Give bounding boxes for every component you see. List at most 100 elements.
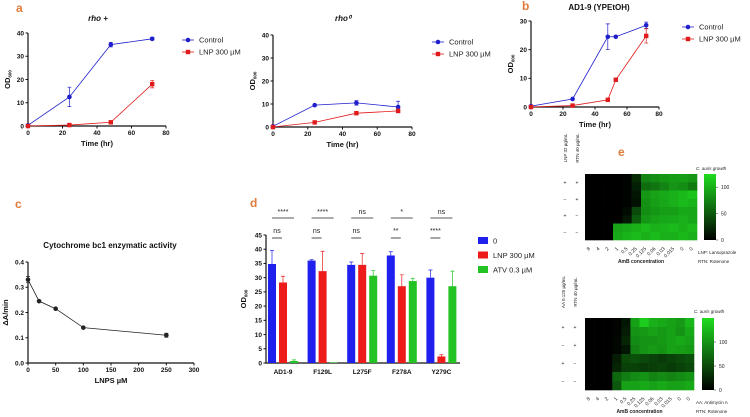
column-label: 0.25 (626, 396, 637, 407)
legend-item[interactable]: 0 (478, 237, 497, 246)
column-label: 4 (595, 246, 601, 252)
x-axis-label: Time (hr) (81, 139, 113, 148)
y-tick-label: 0.2 (15, 310, 24, 317)
heatmap-cell (631, 231, 642, 241)
heatmap-cell (648, 345, 658, 355)
heatmap-cell (585, 198, 595, 208)
error-bar (349, 261, 354, 265)
heatmap-cell (687, 207, 698, 216)
y-axis-label: OD600 (239, 289, 249, 308)
legend-marker (435, 51, 441, 57)
y-tick-label: 5 (258, 346, 262, 353)
axes (27, 262, 194, 364)
legend-item[interactable]: LNP 300 µM (478, 251, 535, 260)
x-tick-label: 40 (591, 111, 599, 118)
heatmap-cell (585, 336, 595, 346)
legend-item[interactable]: Control (682, 23, 724, 32)
error-bar (270, 250, 274, 265)
x-axis-label: LNPS µM (95, 376, 128, 385)
error-bar (399, 274, 404, 287)
heatmap-cell (650, 215, 660, 224)
error-bar (309, 259, 314, 261)
row-label: − (574, 379, 577, 385)
heatmap-cell (594, 381, 604, 391)
chart-title: Cytochrome bc1 enzymatic activity (43, 241, 177, 250)
legend-label: ATV 0.3 µM (493, 266, 532, 275)
data-point (613, 34, 619, 40)
y-tick-label: 0 (20, 123, 24, 130)
heatmap-cell (659, 190, 670, 200)
legend-item[interactable]: LNP 300 µM (182, 48, 241, 57)
x-tick-label: 100 (78, 367, 89, 374)
heatmap-cell (675, 327, 686, 337)
legend-item[interactable]: LNP 300 µM (682, 35, 741, 44)
data-point (605, 97, 610, 103)
heatmap-cell (613, 190, 623, 200)
heatmap-cell (613, 182, 623, 191)
heatmap-cell (594, 190, 604, 200)
heatmap-cell (675, 336, 686, 346)
heatmap-cell (603, 336, 613, 346)
x-tick-label: 20 (59, 130, 67, 137)
data-point (528, 104, 534, 110)
bar (279, 282, 287, 363)
column-label: 0.015 (661, 396, 674, 409)
heatmap-cell (666, 327, 677, 337)
y-tick-label: 0 (258, 360, 262, 367)
row-header: RTN 40 µg/mL (575, 133, 580, 163)
heatmap-cell (675, 345, 686, 355)
heatmap-cell (657, 354, 668, 364)
row-label: + (574, 325, 577, 331)
heatmap-cell (613, 215, 623, 224)
legend-item[interactable]: ATV 0.3 µM (478, 266, 532, 275)
y-axis-label-subscript: 600 (8, 70, 13, 78)
colorbar-tick-label: 50 (721, 212, 727, 218)
heatmap-cell (675, 354, 686, 364)
heatmap-cell (669, 174, 679, 183)
bar (290, 361, 298, 363)
error-bar (450, 270, 455, 287)
data-point (25, 277, 31, 282)
legend-swatch (478, 237, 488, 244)
heatmap-cell (675, 363, 686, 373)
heatmap-cell (650, 207, 660, 216)
y-tick-label: 0.3 (15, 285, 24, 292)
heatmap-cell (630, 354, 640, 364)
heatmap-cell (594, 198, 604, 208)
heatmap-cell (684, 345, 695, 355)
heatmap-cell (650, 198, 660, 208)
heatmap-cell (603, 318, 613, 328)
heatmap-cell (631, 198, 642, 208)
legend-label: 0 (493, 237, 497, 246)
x-tick-label: 40 (339, 131, 347, 138)
colorbar-tick-label: 50 (719, 364, 725, 370)
x-tick-label: L275F (353, 369, 372, 376)
panel-label: a (16, 1, 23, 15)
heatmap-cell (585, 354, 595, 364)
heatmap-cell (585, 327, 595, 337)
column-label: 0.5 (620, 246, 629, 255)
bar (437, 356, 446, 363)
legend-marker (185, 37, 191, 43)
legend-label: LNP 300 µM (493, 251, 535, 260)
legend-item[interactable]: Control (182, 36, 224, 45)
y-tick-label: 20 (17, 77, 25, 84)
heatmap-cell (603, 363, 613, 373)
heatmap-cell (612, 372, 622, 382)
legend-item[interactable]: LNP 300 µM (432, 50, 491, 59)
data-point (605, 34, 611, 40)
heatmap-cell (666, 336, 677, 346)
column-label: 0.5 (619, 396, 628, 405)
y-axis-label-text: ΔA/min (1, 299, 10, 326)
legend-item[interactable]: Control (432, 38, 474, 47)
data-point (67, 122, 72, 128)
legend-label: LNP 300 µM (199, 48, 241, 57)
x-tick-label: 0 (26, 130, 30, 137)
bar (448, 286, 457, 363)
heatmap-cell (585, 318, 595, 328)
heatmap-cell (687, 231, 698, 241)
heatmap-cell (657, 345, 668, 355)
x-tick-label: F129L (313, 369, 332, 376)
colorbar-title: C. auris growth (694, 309, 725, 314)
significance-label: ns (273, 228, 281, 235)
